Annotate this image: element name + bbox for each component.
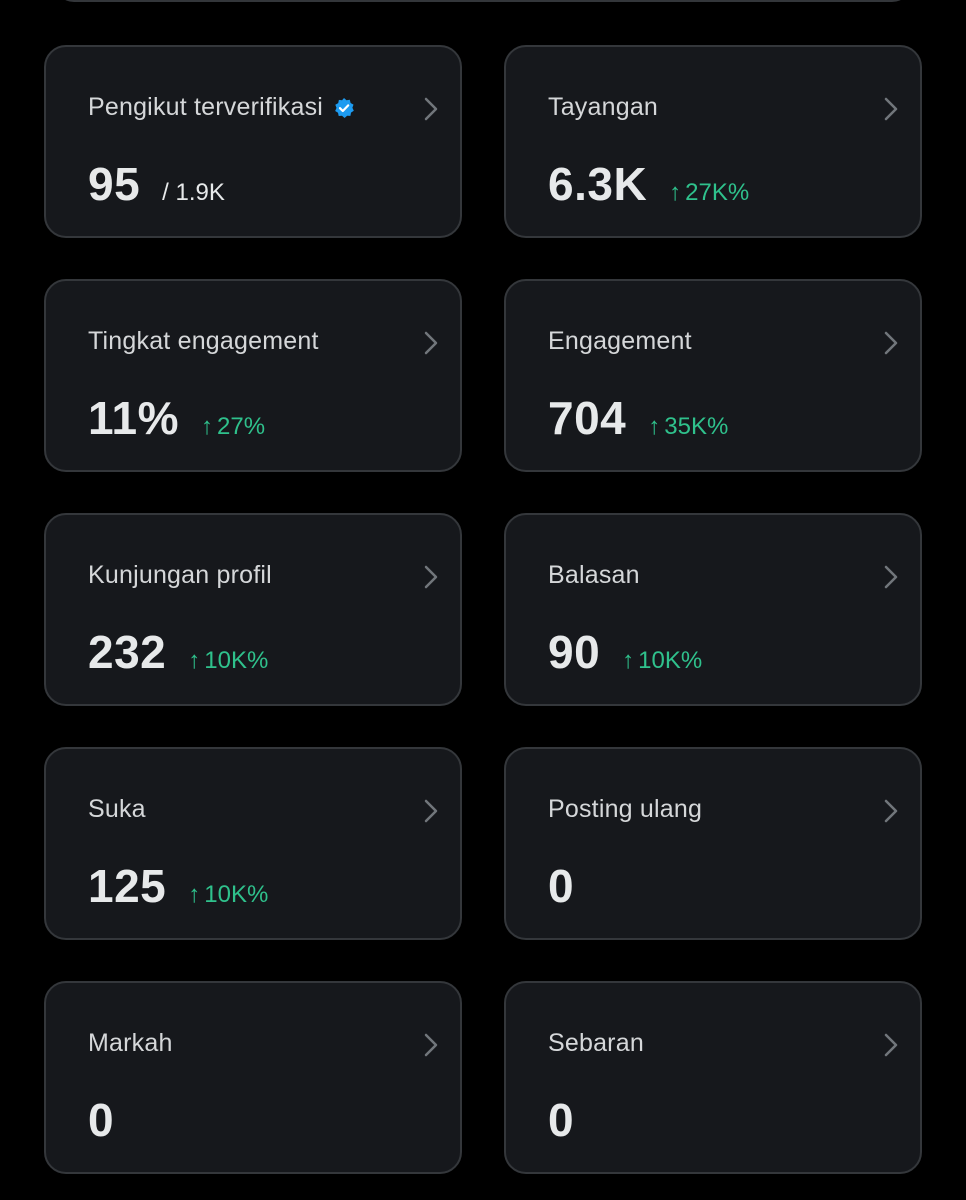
- metric-value: 95: [88, 158, 141, 210]
- metric-label: Pengikut terverifikasi: [88, 93, 324, 121]
- metric-change: ↑ 10K%: [188, 647, 268, 675]
- metric-card-likes[interactable]: Suka 125 ↑ 10K%: [44, 747, 462, 940]
- metric-value: 90: [548, 626, 601, 678]
- metric-value: 11%: [88, 392, 180, 444]
- metric-value-row: 0: [88, 1093, 114, 1147]
- chevron-right-icon: [424, 1033, 438, 1057]
- metric-label: Engagement: [548, 327, 692, 355]
- metric-label-wrapper: Pengikut terverifikasi: [88, 93, 355, 122]
- chevron-right-icon: [884, 1033, 898, 1057]
- metric-value: 0: [548, 1094, 575, 1146]
- metric-label: Tayangan: [548, 93, 659, 121]
- metric-change-value: 10K%: [204, 881, 269, 908]
- chevron-right-icon: [884, 565, 898, 589]
- metric-label-wrapper: Tingkat engagement: [88, 327, 319, 356]
- metric-label-wrapper: Engagement: [548, 327, 692, 356]
- metric-change-value: 27K%: [685, 179, 750, 206]
- metric-value-row: 0: [548, 859, 574, 913]
- arrow-up-icon: ↑: [648, 413, 661, 440]
- metric-value: 0: [88, 1094, 115, 1146]
- chevron-right-icon: [424, 799, 438, 823]
- metric-label-wrapper: Sebaran: [548, 1029, 644, 1058]
- metric-change-value: 10K%: [638, 647, 703, 674]
- metric-label: Suka: [88, 795, 146, 823]
- metric-value-row: 125 ↑ 10K%: [88, 859, 268, 913]
- metric-change-value: 10K%: [204, 647, 269, 674]
- metric-card-impressions[interactable]: Tayangan 6.3K ↑ 27K%: [504, 45, 922, 238]
- metric-card-reposts[interactable]: Posting ulang 0: [504, 747, 922, 940]
- metric-label-wrapper: Kunjungan profil: [88, 561, 272, 590]
- metric-value: 232: [88, 626, 167, 678]
- arrow-up-icon: ↑: [188, 647, 201, 674]
- metric-label: Posting ulang: [548, 795, 703, 823]
- metric-label-wrapper: Markah: [88, 1029, 173, 1058]
- chevron-right-icon: [424, 97, 438, 121]
- metric-card-engagement[interactable]: Engagement 704 ↑ 35K%: [504, 279, 922, 472]
- metric-value-row: 0: [548, 1093, 574, 1147]
- chevron-right-icon: [884, 799, 898, 823]
- arrow-up-icon: ↑: [188, 881, 201, 908]
- metric-card-replies[interactable]: Balasan 90 ↑ 10K%: [504, 513, 922, 706]
- arrow-up-icon: ↑: [669, 179, 682, 206]
- metric-value: 704: [548, 392, 627, 444]
- arrow-up-icon: ↑: [201, 413, 214, 440]
- metric-card-verified-followers[interactable]: Pengikut terverifikasi 95 / 1.9K: [44, 45, 462, 238]
- metric-value-row: 11% ↑ 27%: [88, 391, 265, 445]
- metric-value: 125: [88, 860, 167, 912]
- metric-value-row: 232 ↑ 10K%: [88, 625, 268, 679]
- metric-value-row: 6.3K ↑ 27K%: [548, 157, 749, 211]
- metric-label: Balasan: [548, 561, 640, 589]
- chevron-right-icon: [884, 331, 898, 355]
- metric-value-row: 95 / 1.9K: [88, 157, 225, 211]
- metric-card-engagement-rate[interactable]: Tingkat engagement 11% ↑ 27%: [44, 279, 462, 472]
- metric-value-row: 90 ↑ 10K%: [548, 625, 702, 679]
- chevron-right-icon: [424, 331, 438, 355]
- verified-badge-icon: [335, 97, 354, 118]
- metric-change: ↑ 35K%: [648, 413, 728, 441]
- metric-label: Tingkat engagement: [88, 327, 319, 355]
- metric-label: Sebaran: [548, 1029, 644, 1057]
- metric-change: ↑ 10K%: [622, 647, 702, 675]
- metric-card-shares[interactable]: Sebaran 0: [504, 981, 922, 1174]
- chevron-right-icon: [424, 565, 438, 589]
- metric-change-value: 27%: [217, 413, 266, 440]
- metric-value: 6.3K: [548, 158, 648, 210]
- metric-card-profile-visits[interactable]: Kunjungan profil 232 ↑ 10K%: [44, 513, 462, 706]
- metric-change: ↑ 10K%: [188, 881, 268, 909]
- metric-value-row: 704 ↑ 35K%: [548, 391, 728, 445]
- arrow-up-icon: ↑: [622, 647, 635, 674]
- metric-label-wrapper: Balasan: [548, 561, 640, 590]
- metric-card-bookmarks[interactable]: Markah 0: [44, 981, 462, 1174]
- metric-change: ↑ 27K%: [669, 179, 749, 207]
- metric-label-wrapper: Suka: [88, 795, 146, 824]
- metrics-grid: Pengikut terverifikasi 95 / 1.9K Tayanga…: [44, 45, 922, 1174]
- metric-change: ↑ 27%: [201, 413, 265, 441]
- metric-label: Markah: [88, 1029, 173, 1057]
- metric-label-wrapper: Tayangan: [548, 93, 658, 122]
- previous-card-edge: [54, 0, 912, 2]
- metric-label: Kunjungan profil: [88, 561, 272, 589]
- metric-total: / 1.9K: [162, 179, 225, 206]
- metric-value: 0: [548, 860, 575, 912]
- chevron-right-icon: [884, 97, 898, 121]
- metric-label-wrapper: Posting ulang: [548, 795, 702, 824]
- metric-change-value: 35K%: [664, 413, 729, 440]
